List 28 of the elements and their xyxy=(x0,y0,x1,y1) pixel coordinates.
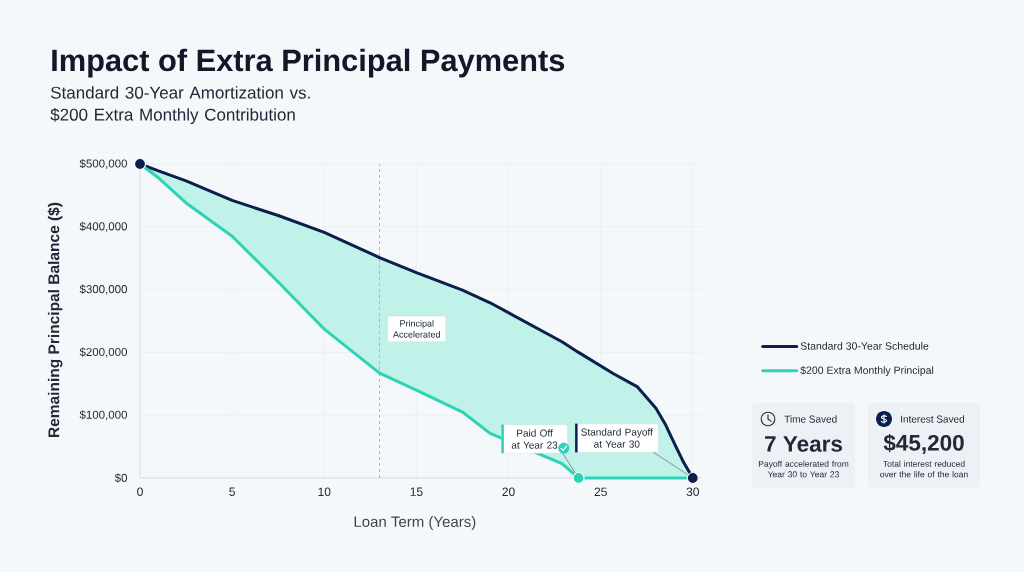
text: Interest Saved xyxy=(901,415,965,423)
ref-line-label: Principal Accelerated xyxy=(393,320,440,338)
annotation: Standard Payoff at Year 30 xyxy=(581,428,653,448)
y-tick-label: $400,000 xyxy=(79,221,128,232)
y-axis-title: Remaining Principal Balance ($) xyxy=(47,202,63,438)
text: Time Saved xyxy=(784,415,837,423)
legend-label: $200 Extra Monthly Principal xyxy=(800,366,934,377)
x-tick-label: 0 xyxy=(137,487,143,497)
annotation: Paid Off at Year 23 xyxy=(511,429,558,449)
text: 7 Years xyxy=(765,436,842,452)
x-tick-label: 20 xyxy=(502,487,515,497)
chart-subtitle: Standard 30-Year Amortization vs. $200 Extra Monthly Contribution xyxy=(50,86,310,125)
chart-title: Impact of Extra Principal Payments xyxy=(52,48,565,78)
x-tick-label: 30 xyxy=(686,487,699,497)
x-tick-label: 10 xyxy=(318,487,331,497)
x-tick-label: 25 xyxy=(594,487,607,497)
x-axis-title: Loan Term (Years) xyxy=(354,515,476,530)
text: Total interest reduced over the life of the loan xyxy=(880,460,968,478)
x-tick-label: 15 xyxy=(410,487,423,496)
y-tick-label: $500,000 xyxy=(79,159,128,169)
x-tick-label: 5 xyxy=(229,487,235,496)
legend-label: Standard 30-Year Schedule xyxy=(800,341,929,350)
text: $45,200 xyxy=(883,433,964,455)
y-tick-label: $100,000 xyxy=(79,410,128,421)
y-tick-label: $200,000 xyxy=(79,347,128,358)
y-tick-label: $0 xyxy=(114,473,128,483)
text: Payoff accelerated from Year 30 to Year 23 xyxy=(758,460,849,478)
y-tick-label: $300,000 xyxy=(79,284,128,295)
